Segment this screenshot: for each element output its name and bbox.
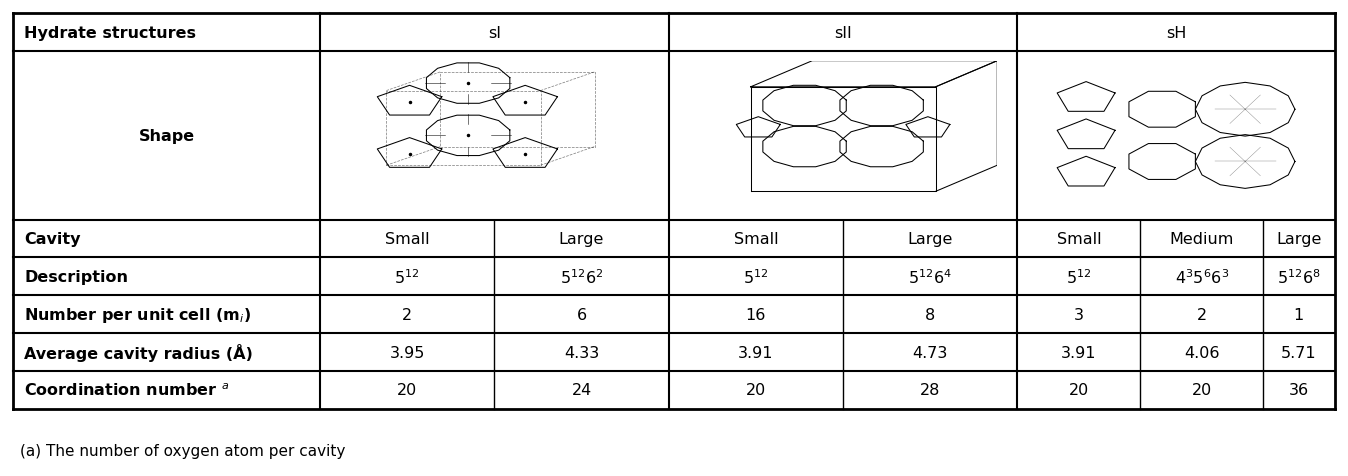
Text: Large: Large [1277, 231, 1321, 247]
Text: 20: 20 [1069, 383, 1089, 397]
Text: Medium: Medium [1170, 231, 1233, 247]
Text: Coordination number $^{a}$: Coordination number $^{a}$ [24, 382, 229, 398]
Text: 8: 8 [925, 307, 936, 322]
Text: 5.71: 5.71 [1281, 345, 1317, 360]
Text: (a) The number of oxygen atom per cavity: (a) The number of oxygen atom per cavity [20, 443, 345, 457]
Text: 36: 36 [1289, 383, 1309, 397]
Text: 4.73: 4.73 [913, 345, 948, 360]
Text: 5$^{12}$6$^{8}$: 5$^{12}$6$^{8}$ [1277, 268, 1321, 286]
Text: 5$^{12}$6$^{2}$: 5$^{12}$6$^{2}$ [559, 268, 603, 286]
Text: 4.33: 4.33 [563, 345, 599, 360]
Text: 1: 1 [1294, 307, 1304, 322]
Text: 5$^{12}$6$^{4}$: 5$^{12}$6$^{4}$ [909, 268, 952, 286]
Text: Small: Small [1057, 231, 1101, 247]
Text: 4.06: 4.06 [1184, 345, 1220, 360]
Text: Shape: Shape [139, 129, 194, 144]
Text: 20: 20 [1192, 383, 1212, 397]
Text: 4$^{3}$5$^{6}$6$^{3}$: 4$^{3}$5$^{6}$6$^{3}$ [1174, 268, 1229, 286]
Text: 3.95: 3.95 [390, 345, 425, 360]
Text: 3.91: 3.91 [739, 345, 774, 360]
Text: 3: 3 [1074, 307, 1084, 322]
Text: 20: 20 [745, 383, 766, 397]
Text: 6: 6 [577, 307, 586, 322]
Text: 5$^{12}$: 5$^{12}$ [1066, 268, 1092, 286]
Text: 5$^{12}$: 5$^{12}$ [395, 268, 419, 286]
Text: 20: 20 [398, 383, 418, 397]
Text: Cavity: Cavity [24, 231, 81, 247]
Text: Hydrate structures: Hydrate structures [24, 26, 197, 40]
Text: sI: sI [488, 26, 501, 40]
Text: 2: 2 [402, 307, 412, 322]
Text: Small: Small [733, 231, 778, 247]
Text: 24: 24 [572, 383, 592, 397]
Text: Average cavity radius (Å): Average cavity radius (Å) [24, 343, 253, 361]
Text: sH: sH [1166, 26, 1186, 40]
Text: 28: 28 [921, 383, 941, 397]
Text: Number per unit cell (m$_{i}$): Number per unit cell (m$_{i}$) [24, 305, 251, 324]
Text: 3.91: 3.91 [1061, 345, 1097, 360]
Text: Large: Large [559, 231, 604, 247]
Text: Large: Large [907, 231, 953, 247]
Text: 16: 16 [745, 307, 766, 322]
Text: sII: sII [834, 26, 852, 40]
Text: Small: Small [384, 231, 430, 247]
Text: Description: Description [24, 269, 128, 284]
Text: 2: 2 [1197, 307, 1206, 322]
Text: 5$^{12}$: 5$^{12}$ [743, 268, 768, 286]
